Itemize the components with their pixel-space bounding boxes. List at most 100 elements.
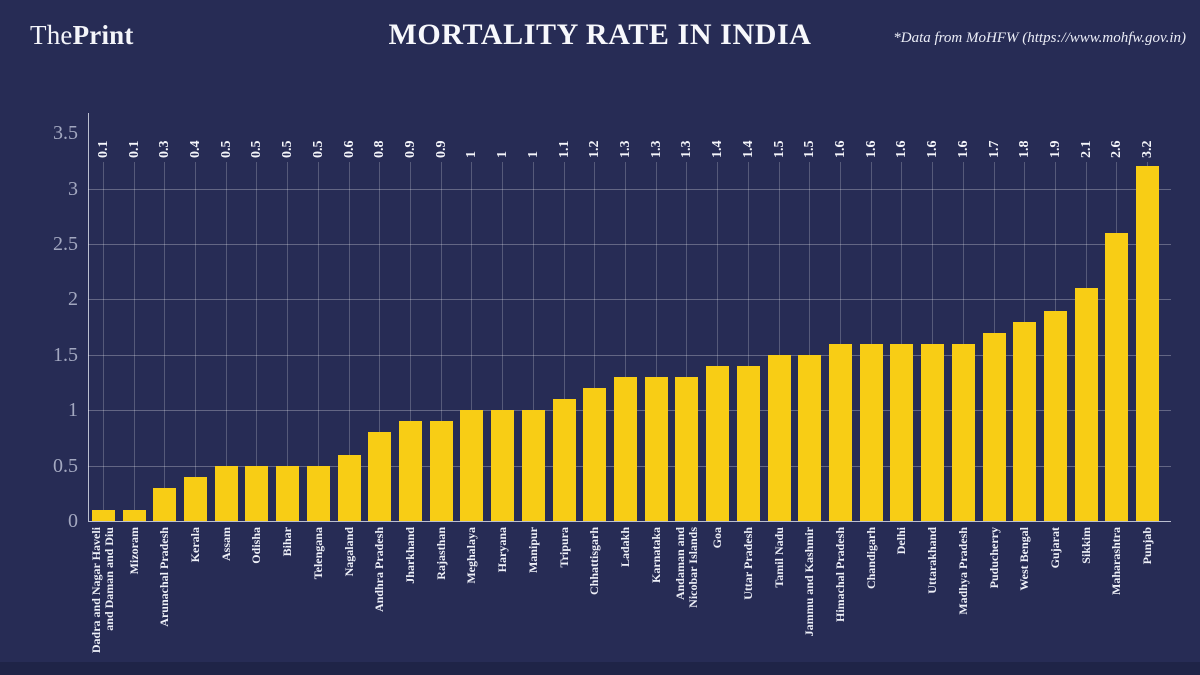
bar (399, 421, 422, 521)
y-axis-tick-label: 2 (68, 288, 78, 311)
v-gridline (225, 162, 227, 521)
x-axis-label: Sikkim (1078, 527, 1093, 564)
x-axis-label: Ladakh (618, 527, 632, 568)
bar-value-label: 1.4 (710, 140, 726, 159)
v-gridline (778, 162, 780, 521)
x-axis-label: Mizoram (126, 527, 141, 575)
v-gridline (410, 162, 411, 521)
v-gridline (195, 162, 196, 521)
bar-value-label: 2.6 (1109, 140, 1125, 159)
bar-value-label: 1.3 (679, 140, 695, 159)
bar (829, 343, 852, 521)
bar-value-label: 1.6 (925, 140, 941, 159)
x-axis-label: Chhattisgarh (587, 527, 602, 596)
bar (122, 509, 146, 521)
bar-value-label: 0.1 (95, 140, 111, 159)
v-gridline (317, 162, 319, 521)
x-axis-label: Uttarakhand (925, 527, 940, 594)
v-gridline (747, 162, 749, 521)
bar-value-label: 0.8 (372, 140, 388, 159)
bar-value-label: 0.3 (157, 140, 173, 159)
data-source-note: *Data from MoHFW (https://www.mohfw.gov.… (893, 30, 1186, 46)
bar (675, 377, 699, 521)
bar (706, 365, 730, 521)
bar (921, 343, 945, 521)
x-axis-label: Telengana (310, 527, 325, 580)
v-gridline (717, 162, 719, 521)
v-gridline (471, 162, 473, 521)
x-axis-label: Bihar (280, 527, 295, 557)
x-axis-label: Odisha (249, 527, 264, 564)
bar (460, 410, 484, 521)
v-gridline (962, 162, 964, 521)
bar-value-label: 2.1 (1078, 140, 1094, 159)
v-gridline (932, 162, 934, 521)
bar (337, 454, 361, 521)
v-gridline (563, 162, 565, 521)
bar-value-label: 1.5 (771, 140, 787, 159)
v-gridline (655, 162, 657, 521)
v-gridline (625, 162, 626, 521)
bar-value-label: 1.3 (648, 140, 664, 159)
h-gridline (88, 354, 1171, 356)
bar-value-label: 3.2 (1140, 140, 1156, 159)
bar-value-label: 1 (525, 151, 541, 158)
x-axis-label: Nagaland (341, 527, 356, 577)
bar-value-label: 1.6 (955, 140, 971, 159)
v-gridline (686, 162, 688, 521)
bar-value-label: 0.4 (188, 140, 203, 159)
bar-value-label: 0.5 (249, 140, 265, 159)
x-axis-label: Rajasthan (433, 527, 448, 580)
v-gridline (840, 162, 841, 521)
v-gridline (440, 162, 442, 521)
x-axis-label: Gujarat (1048, 527, 1062, 569)
bar (153, 487, 177, 521)
v-gridline (164, 162, 166, 521)
logo-print: Print (72, 20, 134, 50)
bar (91, 509, 115, 521)
x-axis-label: Jharkhand (403, 527, 417, 584)
bar (1013, 321, 1037, 521)
x-axis-label: Manipur (525, 527, 540, 574)
x-axis-label: Dadra and Nagar Haveli and Daman and Diu (89, 527, 117, 654)
page-title: MORTALITY RATE IN INDIA (388, 18, 812, 51)
v-gridline (256, 162, 258, 521)
bar (491, 410, 515, 521)
x-axis-label: Kerala (188, 527, 202, 563)
x-axis-label: Haryana (495, 527, 510, 573)
x-axis-label: Punjab (1140, 527, 1155, 565)
bar (767, 354, 791, 521)
x-axis-label: Meghalaya (464, 527, 479, 584)
bar-value-label: 0.5 (310, 140, 326, 159)
bar-value-label: 1.6 (894, 140, 910, 159)
bar (583, 388, 607, 521)
bar-value-label: 0.9 (433, 140, 449, 159)
bar (1136, 166, 1160, 521)
h-gridline (88, 299, 1171, 301)
x-axis-label: Goa (710, 527, 725, 549)
x-axis-label: Jammu and Kashmir (802, 527, 817, 637)
x-axis-label: Delhi (894, 527, 909, 555)
x-axis-label: Assam (218, 527, 233, 562)
x-axis-label: Uttar Pradesh (740, 527, 755, 600)
bar-value-label: 0.5 (218, 140, 234, 159)
v-gridline (102, 162, 104, 521)
bar-value-label: 1.3 (618, 140, 633, 159)
bar-value-label: 1 (495, 151, 511, 158)
bar (1105, 232, 1129, 521)
x-axis-label: Madhya Pradesh (955, 527, 970, 615)
bar-value-label: 0.9 (403, 140, 418, 159)
bar (859, 343, 883, 521)
x-axis-label: West Bengal (1017, 527, 1032, 591)
x-axis-label: Karnataka (648, 527, 663, 584)
bar-value-label: 1 (464, 151, 480, 158)
bar-value-label: 1.1 (556, 140, 572, 159)
theprint-logo: ThePrint (30, 20, 134, 51)
v-gridline (532, 162, 534, 521)
bar-value-label: 1.6 (833, 140, 848, 159)
v-gridline (133, 162, 135, 521)
y-axis-tick-label: 3.5 (53, 122, 78, 145)
bar (521, 410, 545, 521)
